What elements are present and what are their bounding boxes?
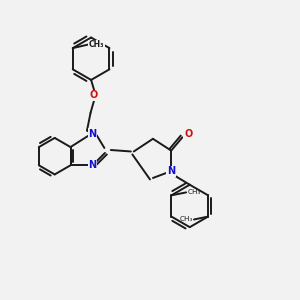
Text: O: O — [90, 90, 98, 100]
Text: CH₃: CH₃ — [188, 189, 201, 195]
Text: CH₃: CH₃ — [88, 40, 104, 49]
Text: N: N — [88, 129, 97, 139]
Text: CH₃: CH₃ — [179, 217, 193, 223]
Text: N: N — [88, 160, 97, 170]
Text: N: N — [167, 166, 175, 176]
Text: O: O — [184, 129, 192, 140]
